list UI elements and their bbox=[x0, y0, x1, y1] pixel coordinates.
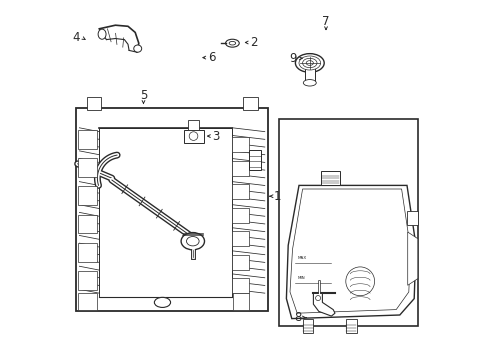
Bar bbox=[346, 319, 357, 333]
Text: 2: 2 bbox=[250, 36, 257, 49]
Ellipse shape bbox=[134, 45, 142, 52]
Bar bbox=[232, 137, 248, 152]
Bar bbox=[320, 171, 341, 185]
Text: 1: 1 bbox=[273, 190, 281, 203]
Ellipse shape bbox=[295, 54, 324, 72]
Circle shape bbox=[346, 267, 374, 296]
Ellipse shape bbox=[187, 237, 199, 246]
Polygon shape bbox=[286, 185, 416, 319]
Polygon shape bbox=[408, 232, 418, 285]
Text: 5: 5 bbox=[140, 89, 147, 102]
Bar bbox=[77, 130, 98, 149]
Bar bbox=[99, 128, 232, 297]
Bar bbox=[279, 119, 418, 326]
Bar bbox=[407, 211, 418, 225]
Bar bbox=[77, 215, 98, 233]
Text: MIN: MIN bbox=[297, 276, 305, 280]
Ellipse shape bbox=[181, 233, 204, 250]
Circle shape bbox=[189, 132, 198, 140]
Bar bbox=[233, 293, 249, 310]
Text: 9: 9 bbox=[290, 52, 297, 65]
Bar bbox=[248, 150, 261, 170]
Text: 8: 8 bbox=[294, 311, 302, 324]
Text: 6: 6 bbox=[208, 51, 215, 64]
Ellipse shape bbox=[303, 58, 317, 68]
Bar bbox=[77, 243, 98, 262]
Bar bbox=[184, 130, 204, 143]
Bar bbox=[232, 184, 248, 199]
Bar bbox=[77, 158, 98, 177]
Bar bbox=[77, 293, 98, 310]
Text: 4: 4 bbox=[73, 31, 80, 44]
Bar bbox=[77, 186, 98, 205]
Ellipse shape bbox=[154, 297, 171, 307]
Bar bbox=[232, 161, 248, 176]
Polygon shape bbox=[314, 293, 335, 316]
Bar bbox=[188, 120, 199, 130]
Bar bbox=[232, 255, 248, 270]
Bar bbox=[232, 231, 248, 246]
Bar bbox=[232, 208, 248, 223]
Ellipse shape bbox=[299, 56, 320, 70]
Text: 7: 7 bbox=[322, 15, 330, 28]
Bar bbox=[77, 271, 98, 290]
Bar bbox=[232, 278, 248, 293]
Circle shape bbox=[316, 296, 320, 301]
Bar bbox=[303, 319, 314, 333]
Ellipse shape bbox=[306, 61, 314, 66]
Ellipse shape bbox=[225, 39, 239, 47]
Bar bbox=[87, 97, 101, 110]
Bar bbox=[76, 108, 269, 311]
Ellipse shape bbox=[303, 80, 316, 86]
Bar bbox=[305, 68, 315, 83]
Ellipse shape bbox=[229, 41, 236, 45]
Text: 3: 3 bbox=[213, 130, 220, 143]
Bar bbox=[243, 97, 258, 110]
Text: MAX: MAX bbox=[297, 256, 306, 260]
Ellipse shape bbox=[98, 29, 106, 39]
